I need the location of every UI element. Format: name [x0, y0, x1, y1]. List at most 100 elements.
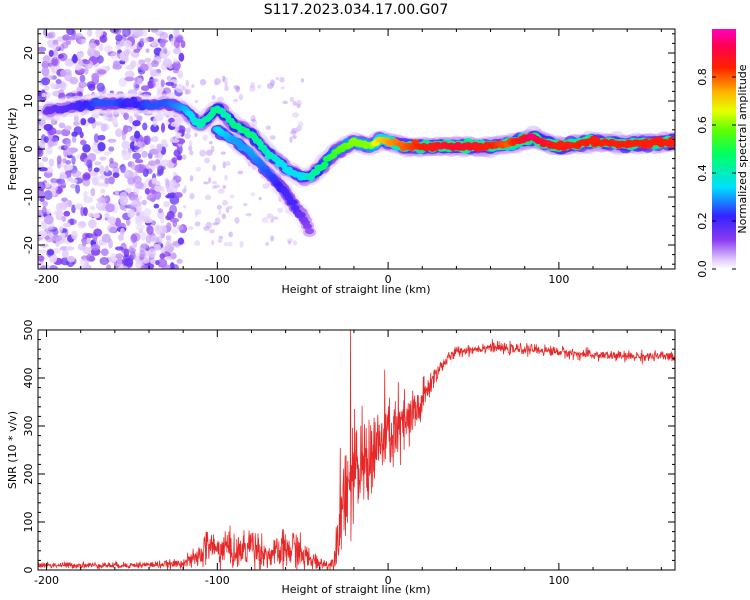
spectrogram-cell [66, 164, 74, 171]
spectrogram-cell [170, 138, 180, 143]
spectrogram-cell [38, 255, 45, 262]
spectrogram-cell [177, 70, 184, 79]
spectrogram-cell [38, 123, 44, 130]
spectrogram-cell [75, 184, 81, 194]
spectrogram-cell [151, 60, 159, 68]
spectrogram-cell [136, 195, 143, 200]
spectrogram-cell [112, 172, 120, 178]
spectrogram-cell [149, 144, 156, 149]
spectrogram-cell [92, 212, 101, 219]
spectrogram-cell [168, 117, 175, 124]
spectrogram-cell [214, 217, 221, 225]
spectrogram-cell [43, 190, 53, 201]
spectrogram-cell [275, 76, 279, 81]
spectrogram-cell [170, 179, 177, 188]
spectrogram-cell [123, 257, 134, 267]
spectrogram-cell [82, 144, 91, 153]
spectrogram-cell [158, 208, 163, 214]
spectrogram-cell [124, 76, 135, 82]
spectrogram-cell [87, 104, 95, 111]
spectrogram-cell [71, 230, 78, 240]
spectrogram-cell [104, 45, 113, 54]
spectrogram-cell [97, 196, 108, 204]
spectrogram-cell [211, 180, 218, 185]
spectrogram-cell [166, 187, 174, 194]
spectrogram-cell [194, 208, 202, 215]
spectrogram-cell [91, 175, 101, 184]
spectrogram-cell [100, 248, 109, 256]
spectrogram-cell [154, 112, 164, 122]
spectrogram-cell [154, 190, 162, 201]
spectrogram-cell [121, 248, 131, 254]
snr-frame [37, 329, 676, 571]
spectrogram-cell [60, 43, 65, 52]
spectrogram-cell [134, 112, 139, 118]
spectrogram-cell [42, 55, 51, 64]
spectrogram-cell [211, 95, 216, 100]
spectrogram-cell [115, 128, 123, 138]
spectrogram-cell [56, 209, 64, 217]
spectrogram-cell [280, 86, 285, 90]
spectrogram-cell [300, 78, 305, 83]
spectrogram-cell [122, 124, 129, 135]
x-tick-label: -100 [205, 273, 230, 286]
spectrogram-cell [72, 121, 80, 126]
spectrogram-cell [79, 139, 87, 146]
spectrogram-cell [139, 249, 146, 259]
spectrogram-cell [62, 158, 67, 164]
spectrogram-cell [165, 222, 172, 233]
spectrogram-y-axis-title: Frequency (Hz) [6, 108, 19, 191]
spectrogram-cell [265, 125, 271, 131]
y-tick-label: 200 [22, 464, 35, 485]
spectrogram-cell [154, 185, 163, 192]
spectrogram-cell [40, 264, 46, 269]
spectrogram-cell [209, 229, 213, 233]
spectrogram-cell [208, 177, 212, 184]
spectrogram-cell [52, 49, 59, 57]
spectrogram-cell [157, 165, 165, 174]
spectrogram-cell [188, 140, 193, 147]
spectrogram-cell [141, 150, 148, 158]
spectrogram-cell [279, 76, 285, 83]
spectrogram-cell [160, 122, 166, 133]
spectrogram-cell [243, 202, 248, 207]
spectrogram-cell [97, 142, 106, 152]
spectrogram-cell [38, 249, 46, 254]
colorbar-tick-label: 0.4 [696, 164, 709, 182]
spectrogram-cell [172, 47, 181, 55]
spectrogram-cell [182, 154, 187, 160]
spectrogram-cell [91, 143, 98, 153]
spectrogram-cell [86, 29, 93, 37]
spectrogram-cell [86, 253, 95, 262]
spectrogram-cell [136, 77, 143, 85]
spectrogram-cell [63, 148, 69, 158]
spectrogram-cell [217, 188, 225, 194]
spectrogram-cell [144, 187, 150, 195]
spectrogram-cell [199, 149, 207, 157]
spectrogram-cell [171, 157, 177, 164]
spectrogram-cell [227, 205, 233, 210]
spectrogram-cell [51, 67, 56, 75]
spectrogram-cell [97, 134, 106, 141]
spectrogram-cell [224, 174, 228, 181]
spectrogram-cell [292, 112, 300, 118]
spectrogram-cell [156, 86, 164, 94]
spectrogram-cell [166, 75, 172, 82]
spectrogram-cell [98, 43, 104, 52]
spectrogram-cell [54, 130, 63, 135]
spectrogram-cell [71, 155, 76, 165]
spectrogram-cell [132, 152, 142, 160]
spectrogram-cell [75, 32, 83, 38]
spectrogram-cell [93, 228, 103, 237]
spectrogram-cell [61, 215, 67, 222]
spectrogram-cell [189, 192, 195, 200]
spectrogram-cell [145, 48, 150, 53]
spectrogram-cell [205, 149, 213, 156]
spectrogram-cell [165, 81, 175, 86]
spectrogram-cell [119, 195, 129, 206]
snr-y-axis-title: SNR (10 * v/v) [6, 411, 19, 489]
spectrogram-cell [210, 240, 215, 246]
spectrogram-cell [41, 92, 46, 98]
spectrogram-cell [270, 218, 275, 223]
spectrogram-cell [150, 259, 157, 265]
